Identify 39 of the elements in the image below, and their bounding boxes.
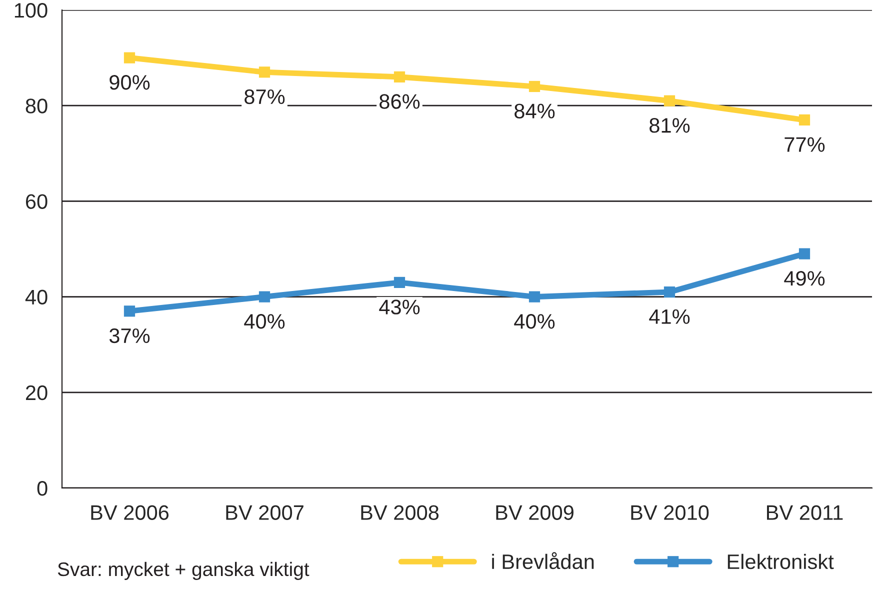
point [664,95,676,106]
data-label: 77% [784,137,825,152]
point [528,291,540,302]
point [124,52,136,64]
x-tick-label: BV 2006 [91,505,169,520]
point [664,286,676,298]
data-label: 49% [784,270,825,286]
data-label: 90% [110,75,150,90]
x-tick-label: BV 2009 [496,505,574,520]
point [258,66,270,78]
y-tick-label: 80 [26,98,48,114]
y-tick-label: 0 [37,481,48,496]
text: Svar: mycket + ganska viktigt [58,562,310,580]
legend-label: i Brevlådan [492,552,594,570]
point [394,71,406,82]
legend-label: Elektroniskt [728,554,834,570]
x-tick-label: BV 2010 [631,505,709,520]
point [258,291,270,302]
y-tick-label: 40 [25,290,48,305]
point [394,276,406,288]
x-tick-label: BV 2007 [226,505,304,520]
y-tick-label: 60 [26,194,48,209]
y-tick-label: 20 [26,385,48,400]
data-label: 86% [380,94,420,109]
x-tick-label: BV 2011 [767,505,843,520]
data-label: 40% [514,314,555,329]
data-label: 84% [514,104,555,118]
point [124,306,136,317]
data-label: 40% [244,314,285,329]
data-label: 81% [650,118,690,133]
x-tick-label: BV 2008 [361,505,439,520]
point [798,248,810,260]
y-tick-label: 100 [14,3,48,18]
data-label: 41% [649,309,690,324]
data-label: 37% [109,328,150,344]
data-label: 43% [379,300,420,314]
point [528,80,540,92]
data-label: 87% [244,89,285,104]
point [798,114,810,126]
